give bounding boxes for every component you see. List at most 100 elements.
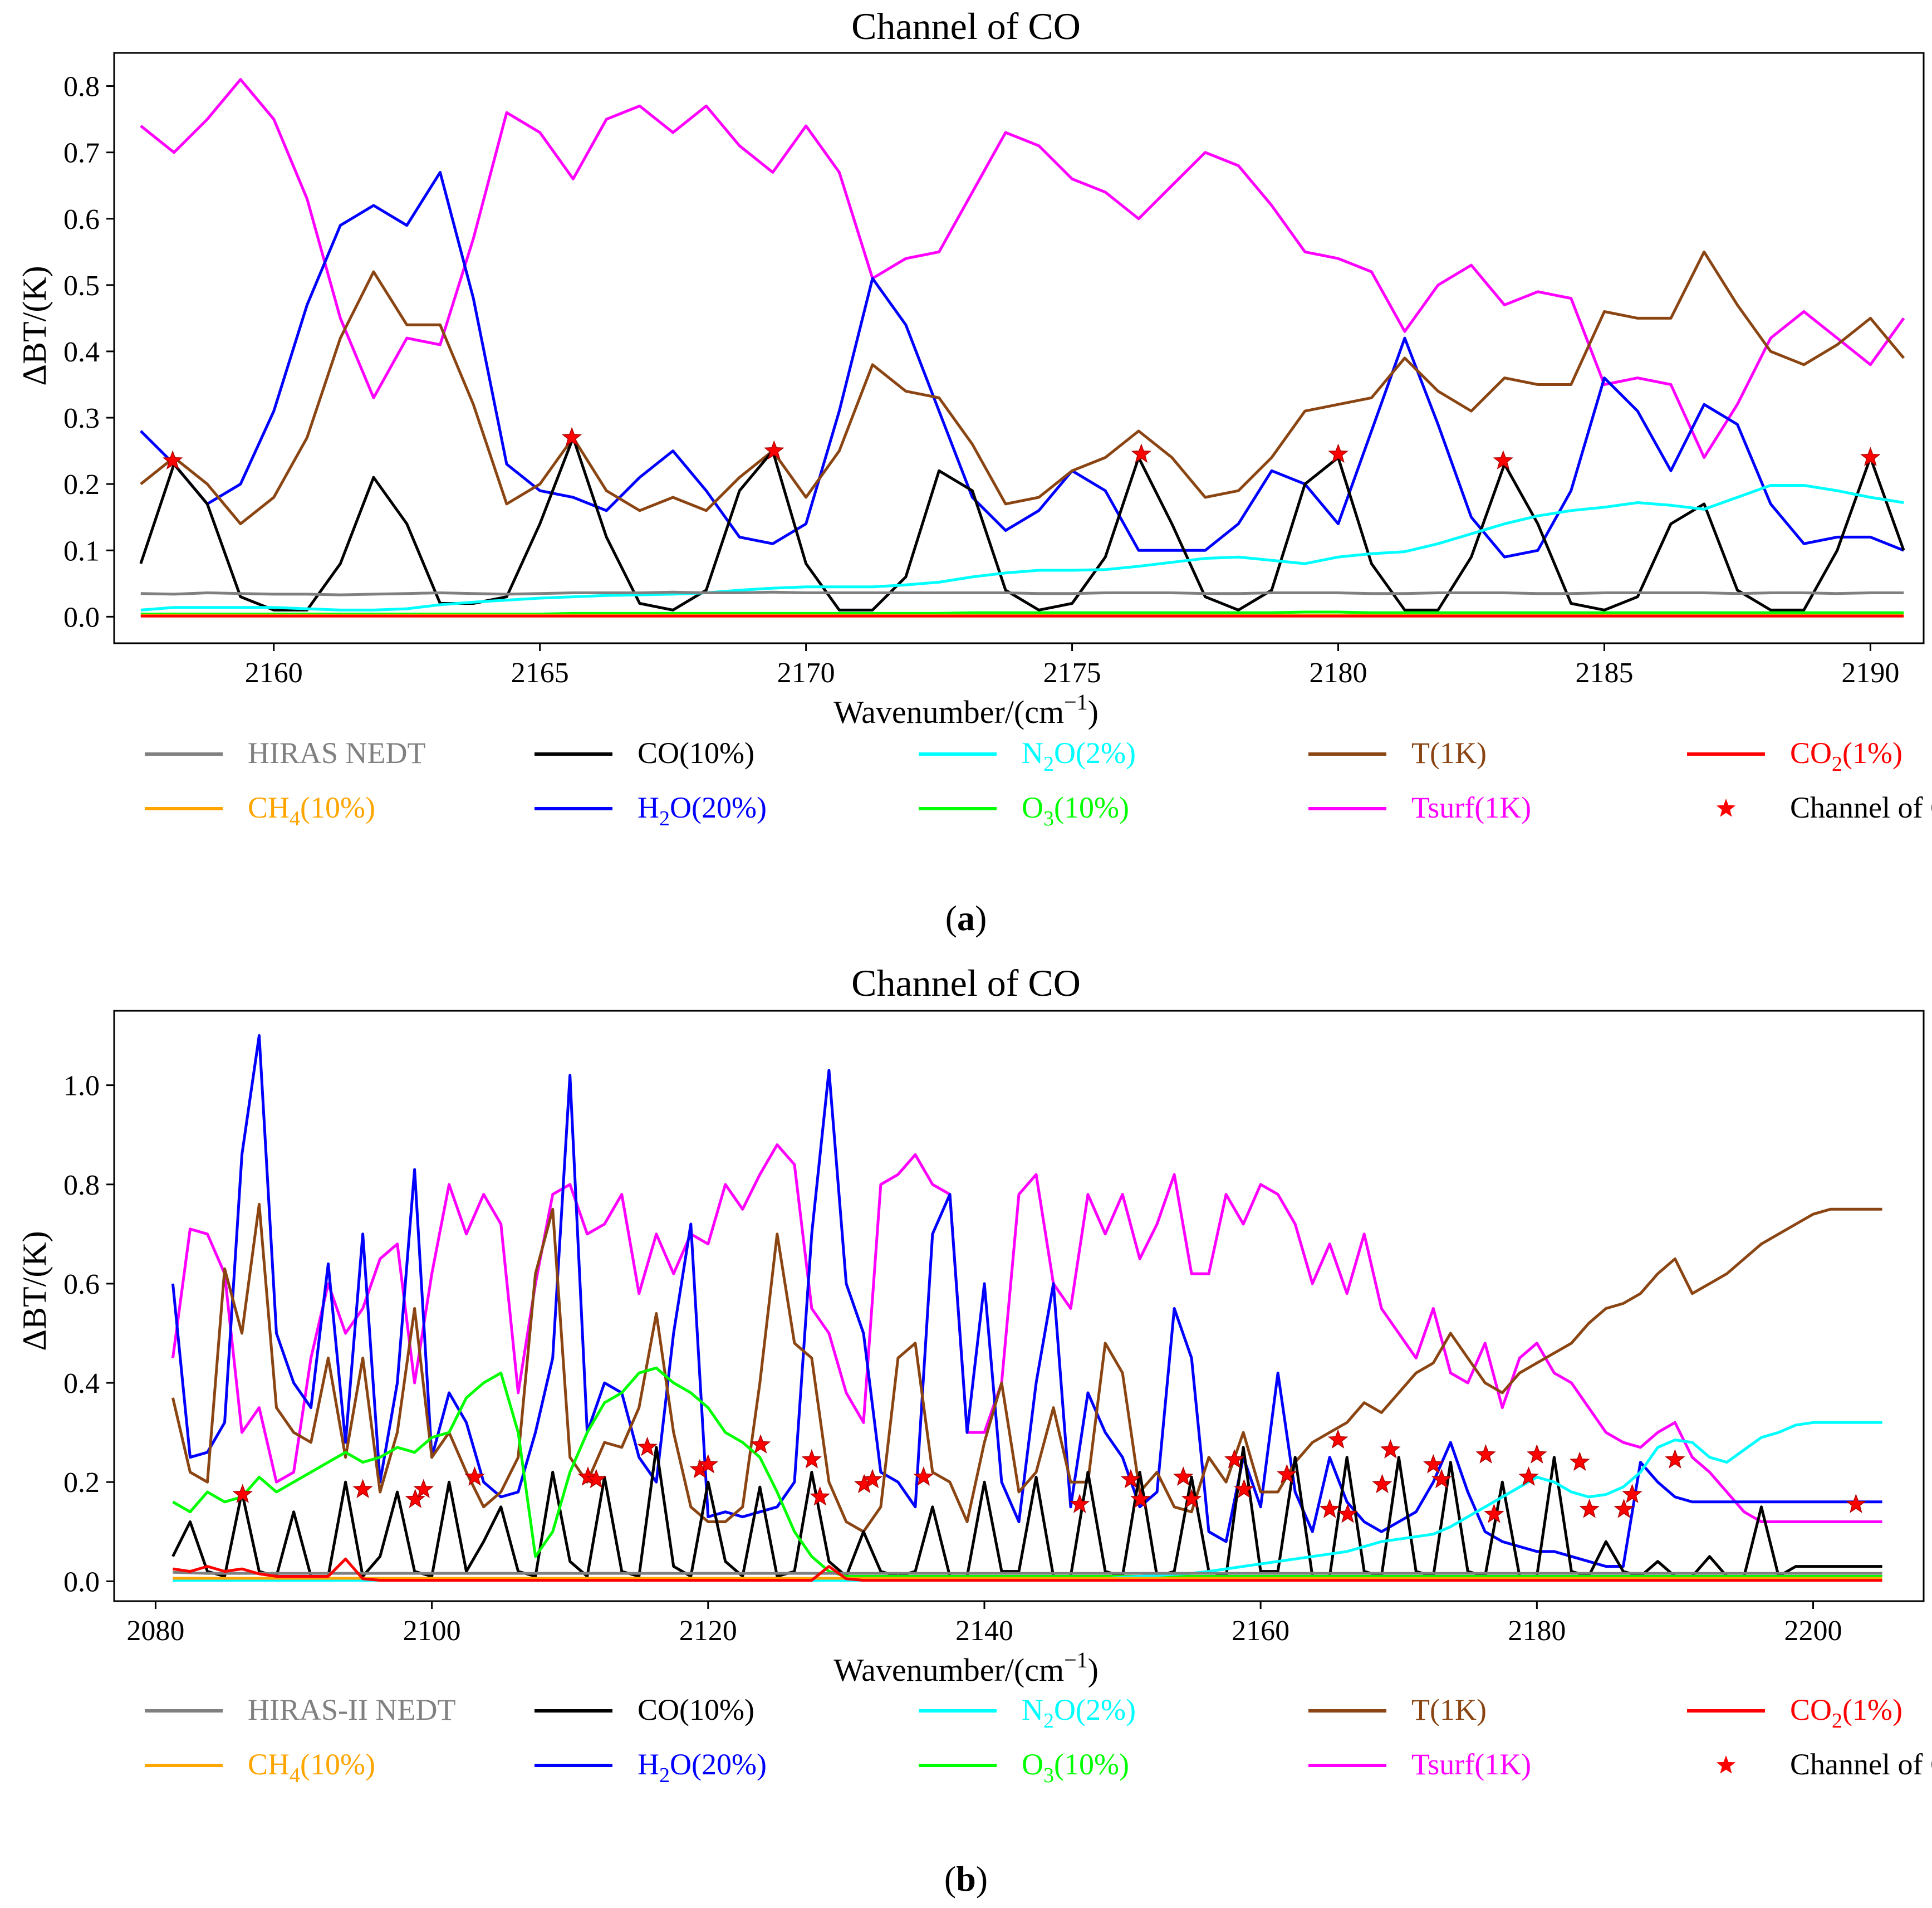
x-tick-label: 2120 <box>679 1615 737 1647</box>
co-channel-star <box>1493 450 1514 469</box>
co-channel-star <box>1173 1466 1194 1486</box>
x-axis: 2160 2165 2170 2175 2180 2185 2190 <box>245 643 1899 689</box>
panel-b: Channel of CO ΔBT/(K) Wavenumber/(cm−1) … <box>16 962 1932 1899</box>
co-channel-star <box>764 440 784 460</box>
co-channel-star <box>405 1489 426 1508</box>
series-line-co <box>171 1446 1882 1578</box>
legend-star-marker <box>1716 799 1736 817</box>
legend-item-t: T(1K) <box>1308 736 1487 770</box>
series-lines <box>139 78 1905 618</box>
co-channel-star <box>801 1449 822 1469</box>
y-tick-label: 0.3 <box>63 403 100 434</box>
legend-item-h2o: H2O(20%) <box>535 1748 767 1787</box>
co-channel-star <box>561 427 582 447</box>
y-tick-label: 0.1 <box>63 535 100 567</box>
co-channel-star <box>586 1469 607 1489</box>
y-tick-label: 0.5 <box>63 270 100 302</box>
y-axis-label: ΔBT/(K) <box>16 266 53 385</box>
legend-label: O3(10%) <box>1022 1748 1129 1787</box>
legend-label: CO2(1%) <box>1790 736 1902 776</box>
x-tick-label: 2180 <box>1508 1615 1566 1647</box>
legend-label: T(1K) <box>1411 1693 1487 1726</box>
legend-label: N2O(2%) <box>1022 1693 1136 1733</box>
co-channel-star <box>1380 1439 1401 1459</box>
y-tick-label: 0.8 <box>63 1170 100 1201</box>
legend-item-o3: O3(10%) <box>919 791 1129 830</box>
y-tick-label: 0.2 <box>63 1467 100 1499</box>
co-channel-star <box>413 1479 434 1499</box>
legend-item-co2: CO2(1%) <box>1687 1693 1902 1733</box>
x-tick-label: 2200 <box>1784 1615 1842 1647</box>
x-axis-label: Wavenumber/(cm−1) <box>833 689 1099 730</box>
y-axis: 0.0 0.1 0.2 0.3 0.4 0.5 0.6 0.7 0.8 <box>63 71 114 633</box>
y-tick-label: 0.7 <box>63 138 100 169</box>
series-line-n2o <box>140 484 1904 611</box>
y-tick-label: 0.6 <box>63 1269 100 1300</box>
series-line-co2 <box>173 1557 1882 1582</box>
legend-item-n2o: N2O(2%) <box>919 1693 1136 1733</box>
legend-item-nedt: HIRAS NEDT <box>145 736 426 770</box>
legend-star-marker <box>1716 1755 1736 1774</box>
legend-item-tsurf: Tsurf(1K) <box>1308 791 1531 824</box>
plot-frame <box>113 1010 1925 1602</box>
co-channel-star <box>1337 1503 1358 1523</box>
legend-b: HIRAS-II NEDT CO(10%) N2O(2%) T(1K) CO2(1%) C… <box>145 1693 1932 1787</box>
co-channel-star <box>1846 1494 1866 1513</box>
legend-label: Tsurf(1K) <box>1411 1748 1531 1781</box>
series-line-h2o <box>171 1034 1882 1568</box>
x-tick-label: 2185 <box>1575 657 1633 689</box>
co-channel-star <box>1069 1494 1090 1513</box>
y-tick-label: 0.2 <box>63 469 100 501</box>
legend-label: Channel of CO <box>1790 791 1932 824</box>
series-line-co <box>139 436 1905 611</box>
legend-item-ch4: CH4(10%) <box>145 1748 375 1787</box>
co-channel-star <box>1224 1449 1245 1469</box>
legend-a: HIRAS NEDT CO(10%) N2O(2%) T(1K) CO2(1%) CH4(… <box>145 736 1932 830</box>
co-channel-star <box>1181 1489 1202 1508</box>
x-tick-label: 2180 <box>1310 657 1367 689</box>
x-axis: 2080 2100 2120 2140 2160 2180 2200 <box>126 1601 1842 1647</box>
legend-label: T(1K) <box>1411 736 1487 770</box>
plot-frame <box>113 52 1925 644</box>
co-channel-stars <box>232 1429 1866 1523</box>
co-channel-star <box>1570 1451 1590 1471</box>
y-tick-label: 0.0 <box>63 601 100 633</box>
y-tick-label: 0.0 <box>63 1566 100 1598</box>
panel-a: Channel of CO ΔBT/(K) Wavenumber/(cm−1) … <box>16 5 1932 938</box>
chart-title: Channel of CO <box>851 962 1081 1004</box>
co-channel-star <box>810 1486 830 1506</box>
legend-label: CH4(10%) <box>248 1748 375 1787</box>
x-tick-label: 2080 <box>126 1615 184 1647</box>
co-channel-star <box>1234 1479 1254 1499</box>
co-channel-star <box>1120 1469 1141 1489</box>
co-channel-star <box>1423 1454 1444 1474</box>
legend-label: CH4(10%) <box>248 791 375 830</box>
co-channel-star <box>352 1479 373 1499</box>
co-channel-star <box>1327 1429 1349 1449</box>
co-channel-star <box>1665 1449 1685 1469</box>
co-channel-star <box>1860 447 1881 467</box>
panel-label: (b) <box>944 1859 988 1899</box>
legend-item-nedt: HIRAS-II NEDT <box>145 1693 455 1726</box>
series-line-t <box>140 250 1905 526</box>
y-tick-label: 0.8 <box>63 71 100 103</box>
co-channel-star <box>1431 1469 1452 1489</box>
co-channel-star <box>698 1454 719 1474</box>
co-channel-star <box>750 1434 771 1454</box>
x-tick-label: 2160 <box>245 657 303 689</box>
legend-item-h2o: H2O(20%) <box>535 791 767 830</box>
x-tick-label: 2170 <box>777 657 835 689</box>
x-tick-label: 2190 <box>1841 657 1899 689</box>
y-tick-label: 0.4 <box>63 1368 100 1400</box>
co-channel-star <box>1131 443 1152 463</box>
legend-label: HIRAS NEDT <box>248 736 426 770</box>
x-tick-label: 2165 <box>511 657 569 689</box>
y-tick-label: 1.0 <box>63 1070 100 1102</box>
plot-area-b: 2080 2100 2120 2140 2160 2180 2200 0.0 0.2 0.4 0.6… <box>63 1010 1925 1647</box>
series-line-t <box>171 1202 1882 1533</box>
co-channel-star <box>1277 1464 1297 1484</box>
co-channel-star <box>162 450 183 469</box>
legend-label: H2O(20%) <box>638 1748 767 1787</box>
x-tick-label: 2100 <box>403 1615 461 1647</box>
co-channel-star <box>1130 1489 1151 1508</box>
